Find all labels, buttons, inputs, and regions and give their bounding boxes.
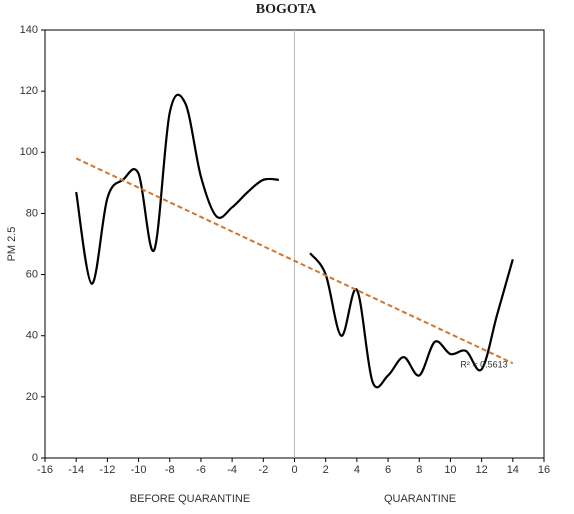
y-tick-label: 60 <box>26 268 38 280</box>
y-tick-label: 100 <box>20 146 38 158</box>
annotation: R² = 0.5613 <box>460 359 507 369</box>
x-tick-label: 6 <box>385 464 391 476</box>
x-tick-label: -14 <box>68 464 84 476</box>
x-tick-label: 0 <box>291 464 297 476</box>
group-label: QUARANTINE <box>384 493 456 505</box>
y-axis-label: PM 2.5 <box>6 227 18 262</box>
x-tick-label: 16 <box>538 464 550 476</box>
x-tick-label: 8 <box>416 464 422 476</box>
y-tick-label: 120 <box>20 85 38 97</box>
y-tick-label: 0 <box>32 452 38 464</box>
y-tick-label: 40 <box>26 330 38 342</box>
data-line <box>75 93 279 285</box>
x-tick-label: -10 <box>131 464 147 476</box>
y-tick-label: 140 <box>20 24 38 36</box>
x-tick-label: 14 <box>507 464 519 476</box>
y-tick-label: 80 <box>26 207 38 219</box>
x-tick-label: -6 <box>196 464 206 476</box>
x-tick-label: 12 <box>476 464 488 476</box>
trend-line <box>75 157 514 365</box>
x-tick-label: -12 <box>99 464 115 476</box>
x-tick-label: 10 <box>444 464 456 476</box>
x-tick-label: -4 <box>227 464 237 476</box>
x-tick-label: -2 <box>258 464 268 476</box>
x-tick-label: 2 <box>323 464 329 476</box>
x-tick-label: -8 <box>165 464 175 476</box>
y-tick-label: 20 <box>26 391 38 403</box>
group-label: BEFORE QUARANTINE <box>130 493 250 505</box>
data-line <box>309 252 514 389</box>
x-tick-label: 4 <box>354 464 360 476</box>
chart-title: BOGOTA <box>256 2 317 17</box>
x-tick-label: -16 <box>37 464 53 476</box>
